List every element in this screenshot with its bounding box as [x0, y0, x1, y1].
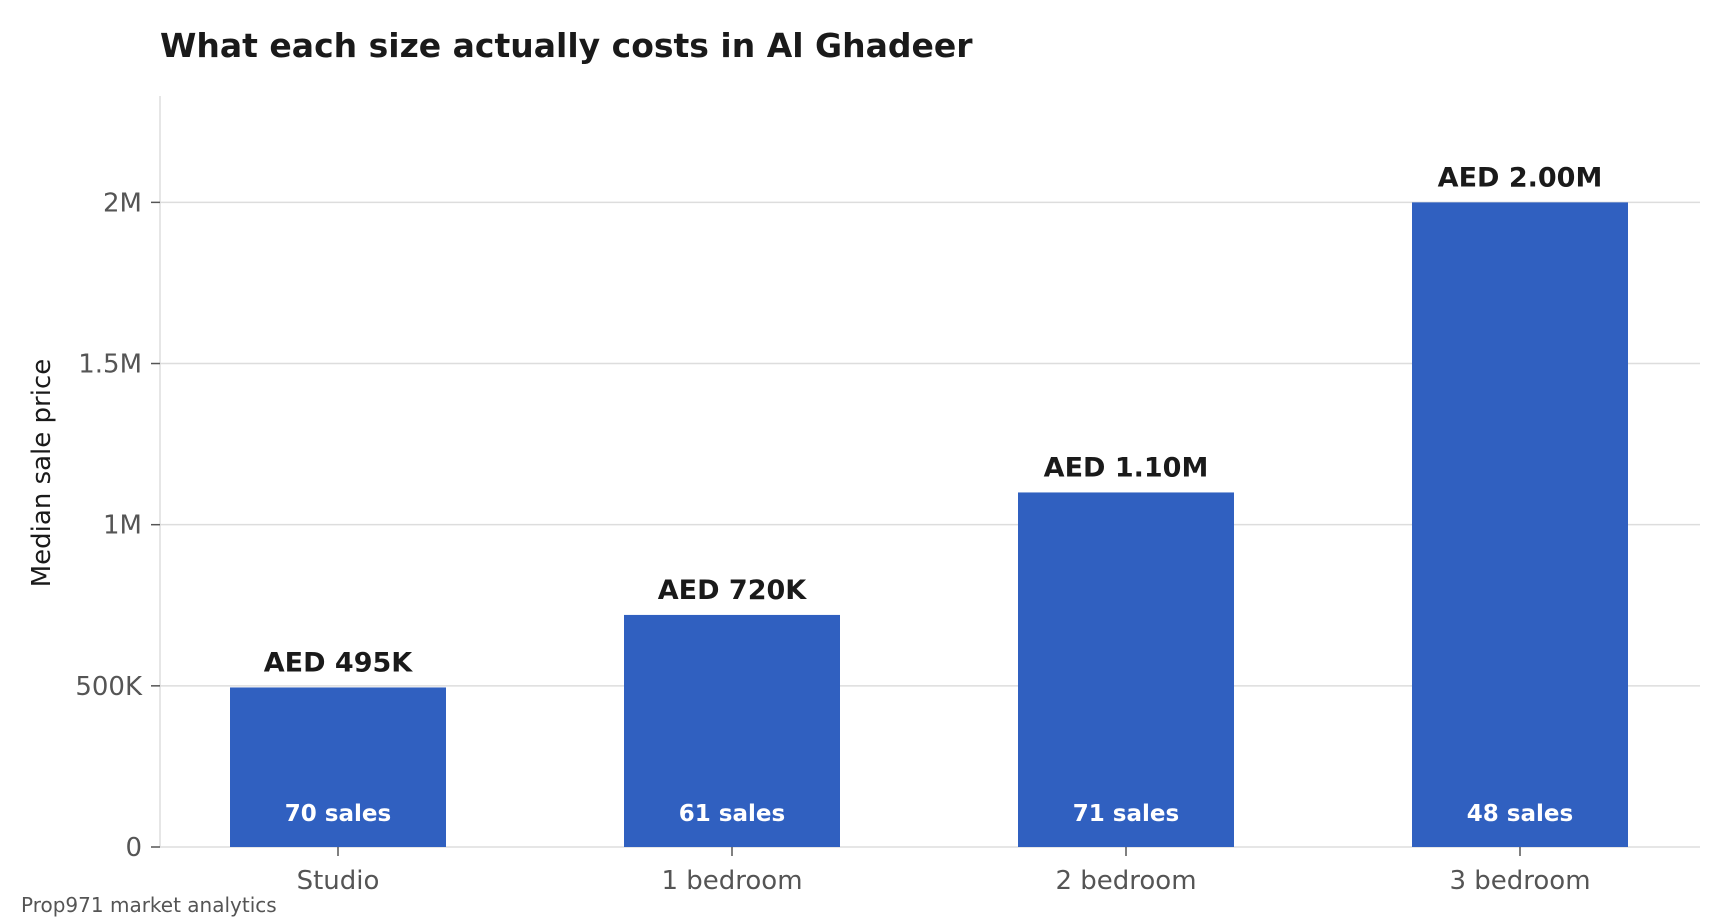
- value-label: AED 1.10M: [1044, 452, 1209, 483]
- bars: [230, 202, 1628, 847]
- x-tick-label: Studio: [297, 866, 380, 896]
- x-tick-label: 2 bedroom: [1055, 866, 1196, 896]
- x-tick-label: 3 bedroom: [1449, 866, 1590, 896]
- source-note: Prop971 market analytics: [21, 893, 277, 917]
- bar: [230, 687, 446, 847]
- value-label: AED 495K: [264, 647, 414, 678]
- chart-title: What each size actually costs in Al Ghad…: [160, 26, 973, 65]
- sales-count-label: 61 sales: [679, 801, 785, 827]
- y-tick-label: 1M: [103, 511, 142, 541]
- y-axis-label: Median sale price: [27, 359, 57, 588]
- x-tick-label: 1 bedroom: [661, 866, 802, 896]
- y-tick-label: 500K: [75, 672, 143, 702]
- y-tick-label: 2M: [103, 188, 142, 218]
- sales-count-label: 71 sales: [1073, 801, 1179, 827]
- value-label: AED 2.00M: [1438, 162, 1603, 193]
- bar: [1412, 202, 1628, 847]
- data-labels: AED 495K 70 sales AED 720K 61 sales AED 1.10…: [264, 162, 1603, 827]
- sales-count-label: 48 sales: [1467, 801, 1573, 827]
- bar: [624, 614, 840, 847]
- y-tick-label: 1.5M: [78, 350, 142, 380]
- sales-count-label: 70 sales: [285, 801, 391, 827]
- y-tick-label: 0: [125, 833, 142, 863]
- bar: [1018, 492, 1234, 847]
- value-label: AED 720K: [658, 575, 808, 606]
